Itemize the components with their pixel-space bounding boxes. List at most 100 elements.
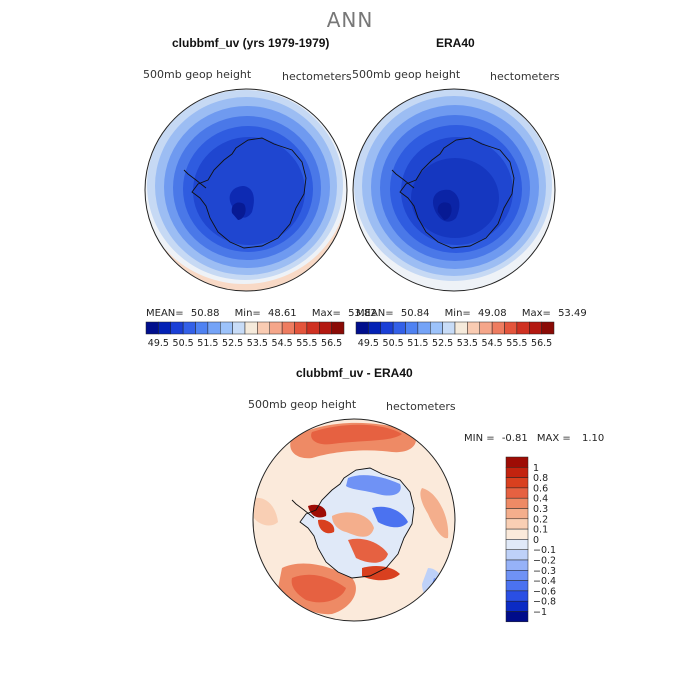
diff-colorbar: 10.80.60.40.30.20.10−0.1−0.2−0.3−0.4−0.6… — [505, 456, 556, 623]
diff-colorbar-swatch — [505, 549, 529, 561]
diff-colorbar-tick-label: 1 — [533, 463, 539, 474]
obs-colorbar-swatch — [405, 321, 419, 335]
model-colorbar-swatch — [158, 321, 171, 335]
diff-colorbar-tick-label: −0.8 — [533, 597, 556, 608]
diff-colorbar-swatch — [505, 600, 529, 612]
diff-colorbar-swatch — [505, 497, 529, 509]
obs-colorbar-swatch — [479, 321, 493, 335]
diff-colorbar-tick-label: −0.1 — [533, 545, 556, 556]
model-colorbar-tick-label: 50.5 — [173, 338, 194, 349]
obs-variable-label: 500mb geop height — [352, 68, 461, 81]
model-min-label: Min= — [234, 308, 261, 319]
diff-stats: MIN = -0.81 MAX = 1.10 — [464, 433, 604, 444]
model-colorbar-tick-label: 54.5 — [272, 338, 293, 349]
diff-max-value: 1.10 — [581, 433, 605, 444]
obs-colorbar-swatch — [454, 321, 468, 335]
obs-colorbar-tick-label: 53.5 — [457, 338, 478, 349]
model-colorbar-swatch — [145, 321, 159, 335]
model-colorbar-swatch — [269, 321, 283, 335]
figure-title: ANN — [326, 8, 374, 32]
obs-colorbar-swatch — [516, 321, 530, 335]
obs-colorbar: 49.5 50.5 51.5 52.5 53.5 54.5 55.5 56.5 — [355, 321, 555, 349]
model-variable-label: 500mb geop height — [143, 68, 252, 81]
diff-colorbar-swatch — [505, 508, 529, 520]
model-colorbar-swatch — [319, 321, 332, 335]
model-min-value: 48.61 — [267, 308, 297, 319]
obs-stats: MEAN= 50.84 Min= 49.08 Max= 53.49 — [356, 308, 587, 319]
model-colorbar-swatch — [294, 321, 308, 335]
model-colorbar-swatch — [232, 321, 246, 335]
model-colorbar-tick-label: 55.5 — [296, 338, 317, 349]
diff-colorbar-swatch — [505, 487, 529, 499]
obs-colorbar-swatch — [368, 321, 381, 335]
diff-units-label: hectometers — [386, 400, 456, 413]
diff-panel-title: clubbmf_uv - ERA40 — [296, 366, 413, 380]
obs-min-label: Min= — [444, 308, 471, 319]
model-units-label: hectometers — [282, 70, 352, 83]
model-colorbar-swatch — [281, 321, 295, 335]
diff-colorbar-tick-label: −0.3 — [533, 566, 556, 577]
diff-colorbar-tick-label: −0.4 — [533, 576, 556, 587]
model-polar-map — [144, 88, 348, 292]
diff-colorbar-swatch — [505, 539, 529, 550]
diff-min-label: MIN = — [464, 433, 495, 444]
diff-min-value: -0.81 — [501, 433, 528, 444]
model-colorbar-swatch — [306, 321, 320, 335]
diff-colorbar-tick-label: 0.3 — [533, 504, 548, 515]
diff-colorbar-swatch — [505, 611, 529, 623]
diff-variable-label: 500mb geop height — [248, 398, 357, 411]
obs-colorbar-swatch — [504, 321, 518, 335]
obs-colorbar-tick-label: 54.5 — [482, 338, 503, 349]
model-colorbar-tick-label: 49.5 — [148, 338, 169, 349]
diff-max-label: MAX = — [536, 433, 571, 444]
obs-colorbar-swatch — [529, 321, 542, 335]
obs-colorbar-swatch — [541, 321, 555, 335]
obs-colorbar-tick-label: 55.5 — [506, 338, 527, 349]
obs-max-value: 53.49 — [558, 308, 587, 319]
diff-colorbar-tick-label: −0.2 — [533, 556, 556, 567]
diff-polar-map — [252, 418, 456, 622]
obs-min-value: 49.08 — [477, 308, 507, 319]
diff-colorbar-tick-label: 0.4 — [533, 494, 548, 505]
diff-colorbar-swatch — [505, 528, 529, 540]
diff-colorbar-tick-label: 0.6 — [533, 483, 548, 494]
model-stats: MEAN= 50.88 Min= 48.61 Max= 53.82 — [146, 308, 377, 319]
model-max-value: 53.82 — [348, 308, 377, 319]
diff-colorbar-tick-label: 0.8 — [533, 473, 548, 484]
model-mean-label: MEAN= — [146, 308, 184, 319]
obs-colorbar-swatch — [392, 321, 406, 335]
model-colorbar-swatch — [170, 321, 184, 335]
obs-max-label: Max= — [521, 308, 551, 319]
obs-colorbar-swatch — [430, 321, 443, 335]
model-colorbar-tick-label: 53.5 — [247, 338, 268, 349]
model-colorbar-swatch — [195, 321, 209, 335]
obs-colorbar-swatch — [442, 321, 456, 335]
obs-mean-value: 50.84 — [400, 308, 430, 319]
model-mean-value: 50.88 — [190, 308, 220, 319]
diff-colorbar-swatch — [505, 580, 529, 592]
obs-panel-title: ERA40 — [436, 36, 475, 50]
obs-polar-map — [352, 88, 556, 292]
obs-units-label: hectometers — [490, 70, 560, 83]
diff-colorbar-tick-label: −0.6 — [533, 586, 556, 597]
diff-colorbar-swatch — [505, 590, 529, 602]
model-colorbar-swatch — [257, 321, 270, 335]
obs-colorbar-swatch — [355, 321, 369, 335]
obs-colorbar-swatch — [491, 321, 505, 335]
model-colorbar-swatch — [182, 321, 196, 335]
model-colorbar-tick-label: 51.5 — [197, 338, 218, 349]
model-panel-title: clubbmf_uv (yrs 1979-1979) — [172, 36, 330, 50]
diff-colorbar-swatch — [505, 467, 529, 478]
model-colorbar-swatch — [207, 321, 221, 335]
obs-colorbar-tick-label: 50.5 — [383, 338, 404, 349]
obs-colorbar-swatch — [380, 321, 394, 335]
model-colorbar-swatch — [331, 321, 345, 335]
diff-colorbar-swatch — [505, 518, 529, 530]
model-colorbar: 49.5 50.5 51.5 52.5 53.5 54.5 55.5 56.5 — [145, 321, 345, 349]
model-colorbar-tick-label: 52.5 — [222, 338, 243, 349]
obs-colorbar-tick-label: 51.5 — [407, 338, 428, 349]
obs-colorbar-tick-label: 52.5 — [432, 338, 453, 349]
diff-colorbar-tick-label: −1 — [533, 607, 547, 618]
model-colorbar-swatch — [220, 321, 233, 335]
model-max-label: Max= — [311, 308, 341, 319]
